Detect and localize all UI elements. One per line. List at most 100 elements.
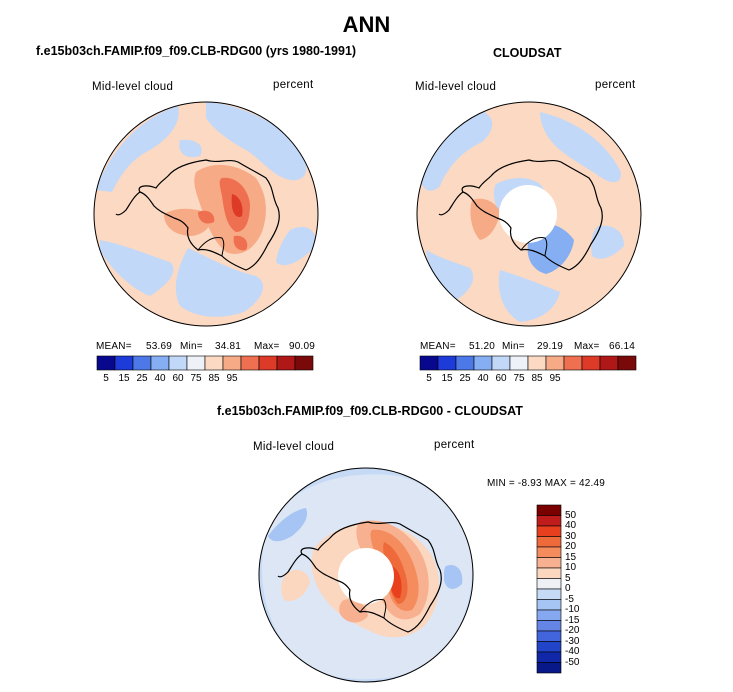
model-colorbar-cell: [258, 355, 278, 371]
model-red-south: [233, 235, 248, 251]
obs-colorbar-tick-label: 95: [549, 373, 561, 384]
obs-colorbar-tick-label: 85: [531, 373, 543, 384]
model-colorbar-cell: [132, 355, 152, 371]
obs-ross-shelf: [520, 237, 548, 257]
model-min-label: Min=: [180, 341, 203, 352]
model-blue-ne: [206, 102, 307, 181]
model-variable-label: Mid-level cloud: [92, 81, 174, 93]
obs-colorbar-tick-label: 5: [426, 373, 432, 384]
model-map: [93, 101, 319, 327]
diff-colorbar-tick-label: -20: [565, 625, 580, 636]
model-blue-s: [175, 248, 264, 317]
model-blue-sw: [100, 240, 174, 296]
diff-colorbar-cell: [536, 620, 562, 632]
diff-colorbar-cell: [536, 567, 562, 579]
model-colorbar-cell: [276, 355, 296, 371]
obs-min-value: 29.19: [537, 341, 564, 352]
diff-colorbar-cell: [536, 515, 562, 527]
figure-title: ANN: [342, 12, 391, 37]
obs-colorbar-cell: [527, 355, 547, 371]
diff-variable-label: Mid-level cloud: [253, 441, 335, 453]
model-colorbar-cell: [186, 355, 206, 371]
model-colorbar-cell: [168, 355, 188, 371]
model-peninsula: [115, 191, 141, 216]
diff-colorbar-tick-label: -50: [565, 656, 580, 668]
diff-minmax-text: MIN = -8.93 MAX = 42.49: [487, 478, 605, 489]
diff-colorbar-tick-label: 40: [565, 520, 577, 531]
model-min-value: 34.81: [215, 341, 242, 352]
diff-colorbar-cell: [536, 662, 562, 674]
diff-colorbar-tick-label: 15: [565, 551, 577, 563]
diff-peninsula-warm: [281, 569, 310, 602]
model-colorbar-tick-label: 15: [118, 373, 130, 384]
diff-colorbar-cell: [536, 504, 562, 516]
model-colorbar-cell: [240, 355, 260, 371]
model-blue-nw: [96, 106, 179, 192]
diff-polar-gap: [338, 548, 394, 604]
obs-peninsula: [438, 191, 464, 216]
obs-colorbar-cell: [509, 355, 529, 371]
obs-max-value: 66.14: [609, 341, 636, 352]
model-colorbar-tick-label: 60: [172, 373, 184, 384]
obs-colorbar-tick-label: 75: [513, 373, 525, 384]
obs-map: [416, 101, 642, 327]
obs-map-border: [416, 101, 642, 327]
diff-colorbar-cell: [536, 630, 562, 642]
diff-colorbar-cell: [536, 525, 562, 537]
diff-colorbar-tick-label: -30: [565, 635, 580, 647]
model-blue-n2: [179, 139, 202, 158]
model-panel-title: f.e15b03ch.FAMIP.f09_f09.CLB-RDG00 (yrs …: [36, 44, 357, 58]
obs-colorbar-cell: [473, 355, 493, 371]
model-colorbar-tick-label: 40: [154, 373, 166, 384]
obs-colorbar-cell: [599, 355, 619, 371]
diff-colorbar-cell: [536, 578, 562, 590]
obs-colorbar-cell: [455, 355, 475, 371]
model-colorbar-cell: [294, 355, 314, 371]
diff-orange-south: [339, 598, 368, 623]
model-colorbar-cell: [150, 355, 170, 371]
diff-colorbar-tick-label: 5: [565, 572, 571, 584]
model-colorbar-cell: [222, 355, 242, 371]
model-mean-value: 53.69: [146, 341, 173, 352]
obs-colorbar-tick-label: 40: [477, 373, 489, 384]
model-colorbar-tick-label: 25: [136, 373, 148, 384]
model-colorbar-tick-label: 85: [208, 373, 220, 384]
obs-colorbar-cell: [617, 355, 637, 371]
model-colorbar-tick-label: 5: [103, 373, 109, 384]
diff-colorbar-tick-label: -5: [565, 593, 574, 605]
diff-colorbar-cell: [536, 588, 562, 600]
model-ross-shelf: [197, 237, 225, 257]
diff-colorbar-cell: [536, 609, 562, 621]
obs-blue-nw: [420, 110, 493, 191]
obs-units-label: percent: [595, 79, 636, 91]
obs-colorbar-tick-label: 15: [441, 373, 453, 384]
model-colorbar-tick-label: 95: [226, 373, 238, 384]
diff-colorbar-cell: [536, 599, 562, 611]
diff-colorbar-cell: [536, 641, 562, 653]
diff-map-border: [258, 467, 474, 683]
model-colorbar-tick-label: 75: [190, 373, 202, 384]
diff-colorbar-cell: [536, 557, 562, 569]
model-red-west: [198, 210, 215, 224]
model-units-label: percent: [273, 79, 314, 91]
model-colorbar-cell: [204, 355, 224, 371]
obs-colorbar-cell: [581, 355, 601, 371]
diff-colorbar-tick-label: -15: [565, 614, 580, 626]
obs-colorbar: [419, 355, 637, 371]
diff-blue-nw: [268, 508, 308, 542]
model-mean-label: MEAN=: [96, 341, 132, 352]
model-colorbar-cell: [96, 355, 116, 371]
diff-ross-shelf: [359, 599, 387, 619]
model-map-border: [93, 101, 319, 327]
diff-colorbar-cell: [536, 651, 562, 663]
model-colorbar-cell: [114, 355, 134, 371]
diff-colorbar-tick-label: 10: [565, 562, 577, 573]
obs-min-label: Min=: [502, 341, 525, 352]
diff-colorbar-tick-label: 20: [565, 541, 577, 552]
obs-polar-gap: [499, 185, 557, 243]
obs-variable-label: Mid-level cloud: [415, 81, 497, 93]
obs-colorbar-tick-label: 25: [459, 373, 471, 384]
obs-colorbar-tick-label: 60: [495, 373, 507, 384]
diff-peninsula: [277, 553, 303, 578]
